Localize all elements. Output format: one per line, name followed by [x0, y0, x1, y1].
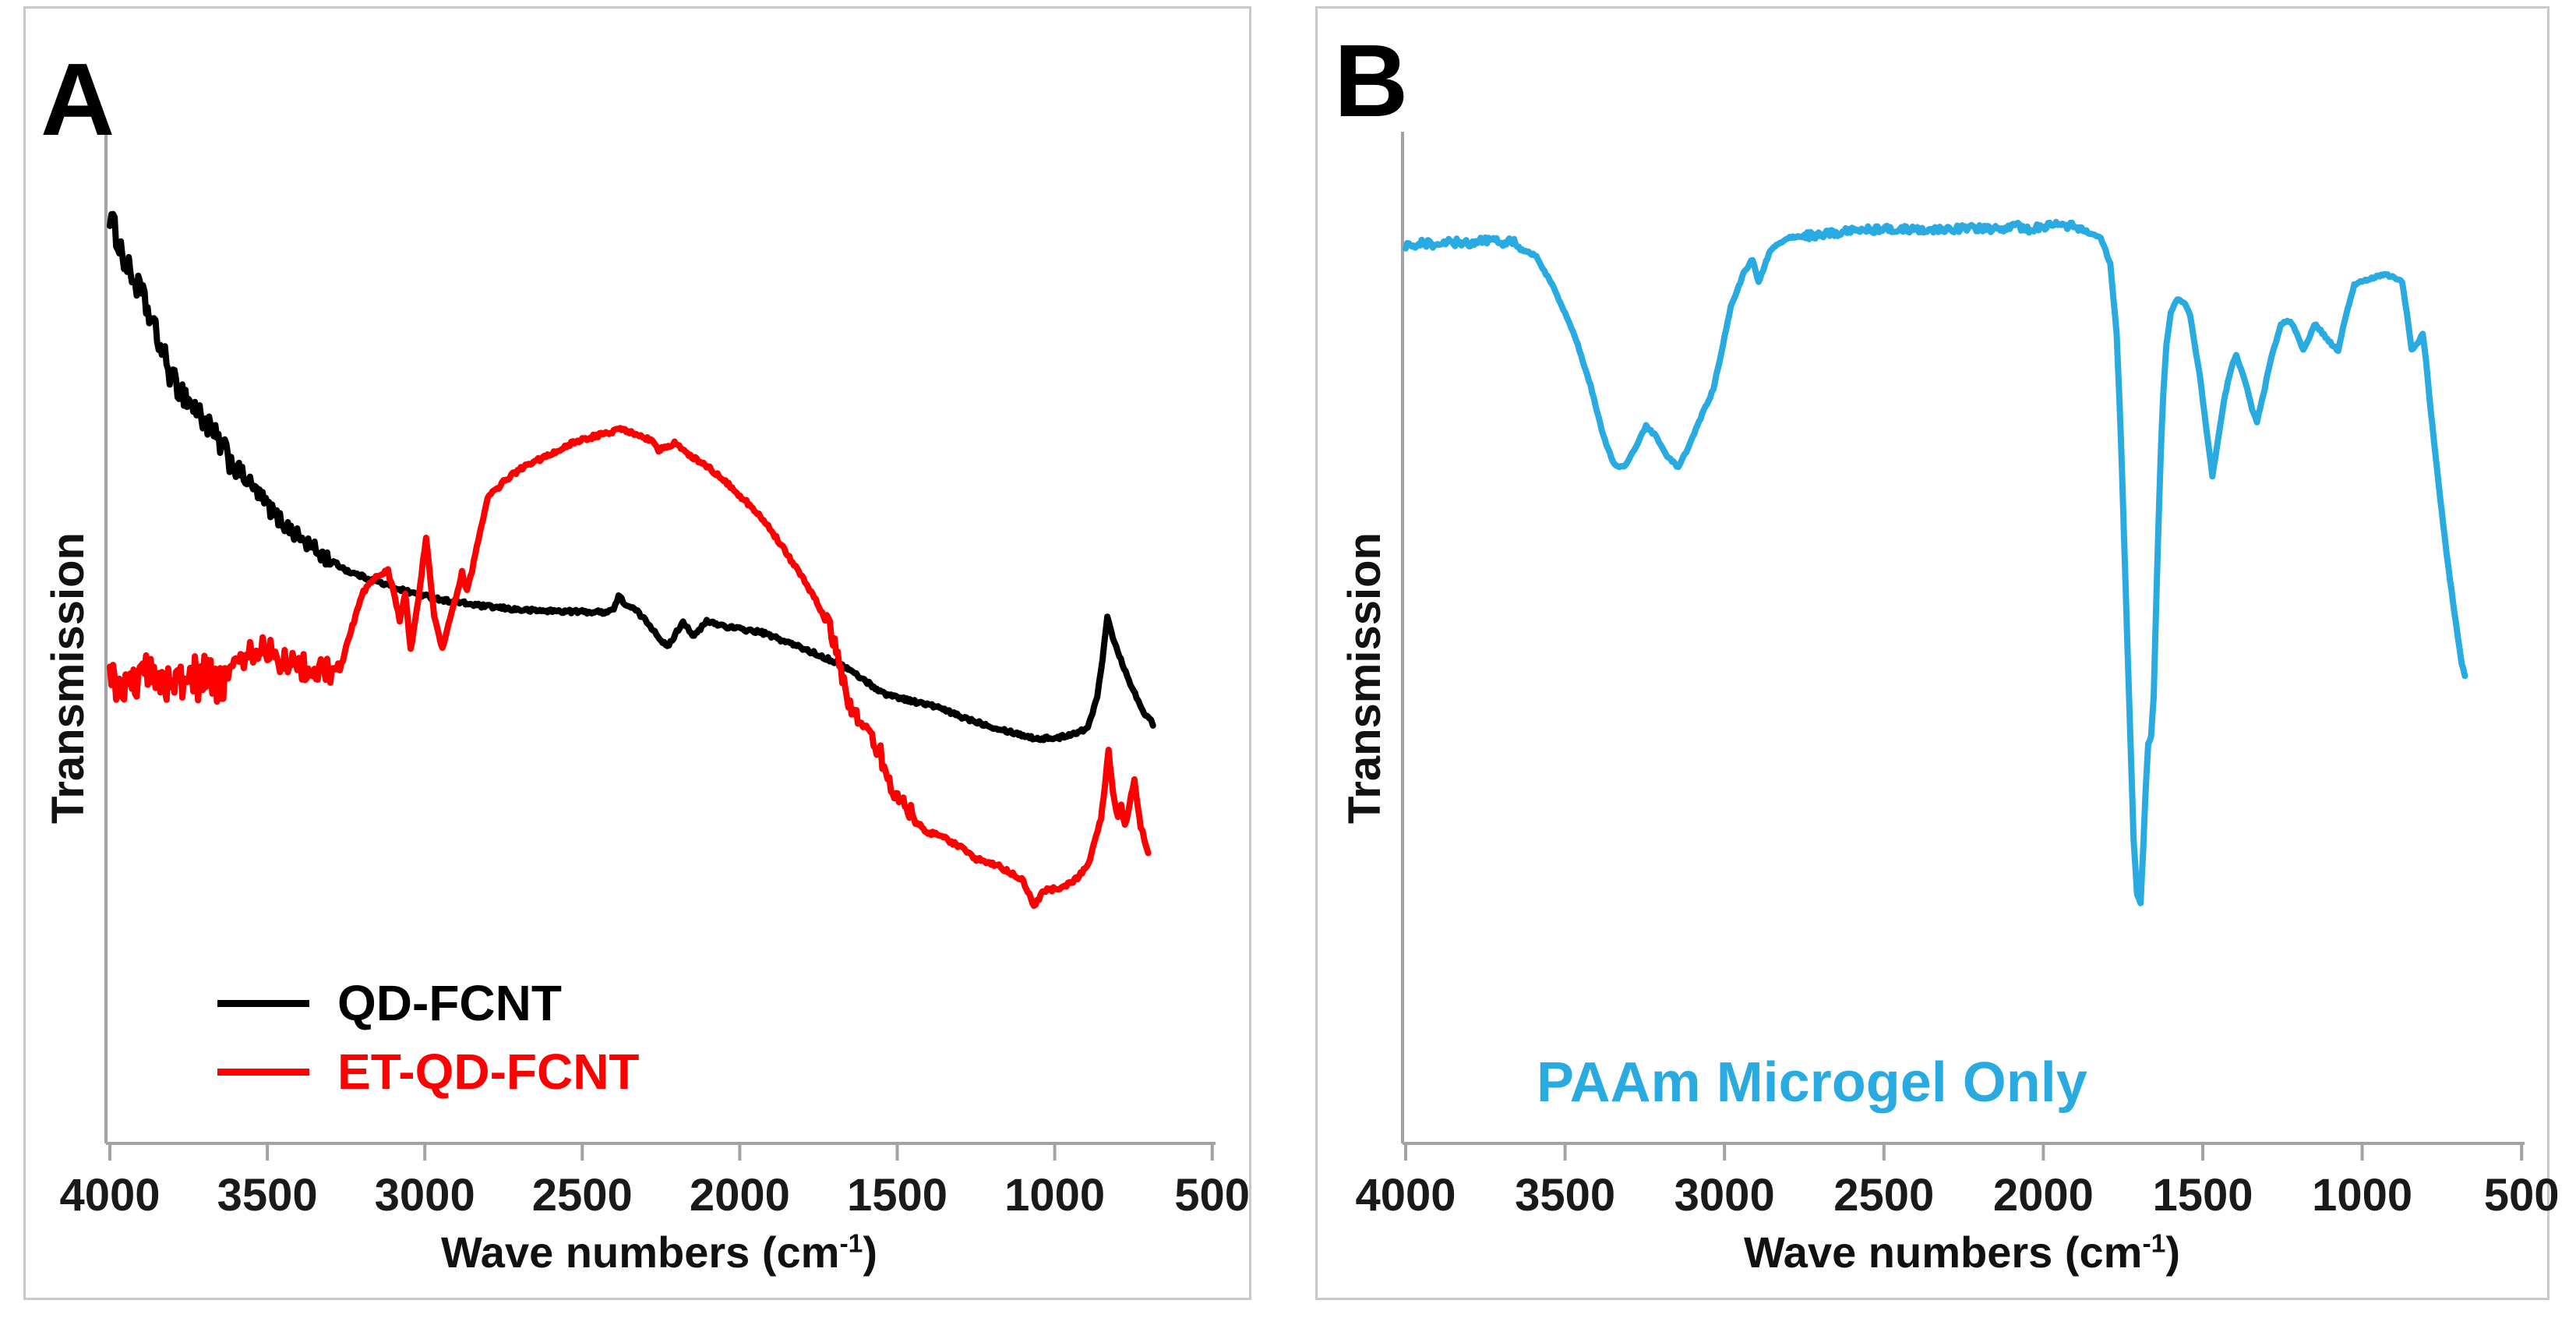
- x-title-sup: -1: [839, 1229, 863, 1259]
- x-tick-label: 2500: [531, 1170, 633, 1221]
- legend-line-swatch: [217, 999, 309, 1007]
- x-title-sup: -1: [2142, 1229, 2166, 1259]
- spectrum-curve-paam-microgel-only: [1403, 218, 2468, 906]
- panel-b-x-axis-title: Wave numbers (cm-1): [1611, 1228, 2313, 1277]
- x-title-end: ): [863, 1228, 877, 1277]
- panel-b-frame: [1315, 6, 2550, 1300]
- x-tick-label: 1500: [2152, 1170, 2253, 1221]
- x-tick-label: 2500: [1833, 1170, 1935, 1221]
- panel-a-frame: [23, 6, 1251, 1300]
- x-tick-label: 2000: [689, 1170, 790, 1221]
- x-tick-label: 1500: [846, 1170, 948, 1221]
- x-tick-label: 4000: [1355, 1170, 1456, 1221]
- panel-b-y-axis-title: Transmission: [1339, 532, 1390, 824]
- x-title-end: ): [2165, 1228, 2180, 1277]
- spectrum-curve-et-qd-fcnt: [107, 425, 1152, 910]
- x-tick-label: 500: [1174, 1170, 1251, 1221]
- panel-a-x-axis-title: Wave numbers (cm-1): [309, 1228, 1010, 1277]
- panel-b-label: B: [1334, 23, 1409, 138]
- x-title-main: Wave numbers (cm: [441, 1228, 840, 1277]
- spectrum-curve-qd-fcnt: [107, 210, 1156, 744]
- x-tick-label: 4000: [59, 1170, 161, 1221]
- x-tick-label: 500: [2483, 1170, 2560, 1221]
- x-tick-label: 2000: [1992, 1170, 2094, 1221]
- legend-line-swatch: [217, 1068, 309, 1076]
- x-tick-label: 3000: [1674, 1170, 1775, 1221]
- x-tick-label: 3000: [374, 1170, 475, 1221]
- x-tick-label: 1000: [2312, 1170, 2413, 1221]
- x-tick-label: 1000: [1004, 1170, 1106, 1221]
- x-tick-label: 3500: [217, 1170, 318, 1221]
- panel-a-label: A: [41, 42, 115, 157]
- panel-b-annotation: PAAm Microgel Only: [1537, 1051, 2087, 1114]
- x-title-main: Wave numbers (cm: [1744, 1228, 2143, 1277]
- legend-row: QD-FCNT: [217, 976, 640, 1030]
- legend-label: QD-FCNT: [337, 975, 562, 1031]
- legend-label: ET-QD-FCNT: [337, 1044, 640, 1100]
- legend-row: ET-QD-FCNT: [217, 1044, 640, 1099]
- panel-a-legend: QD-FCNT ET-QD-FCNT: [217, 976, 640, 1099]
- x-tick-label: 3500: [1515, 1170, 1616, 1221]
- panel-a-y-axis-title: Transmission: [43, 532, 94, 824]
